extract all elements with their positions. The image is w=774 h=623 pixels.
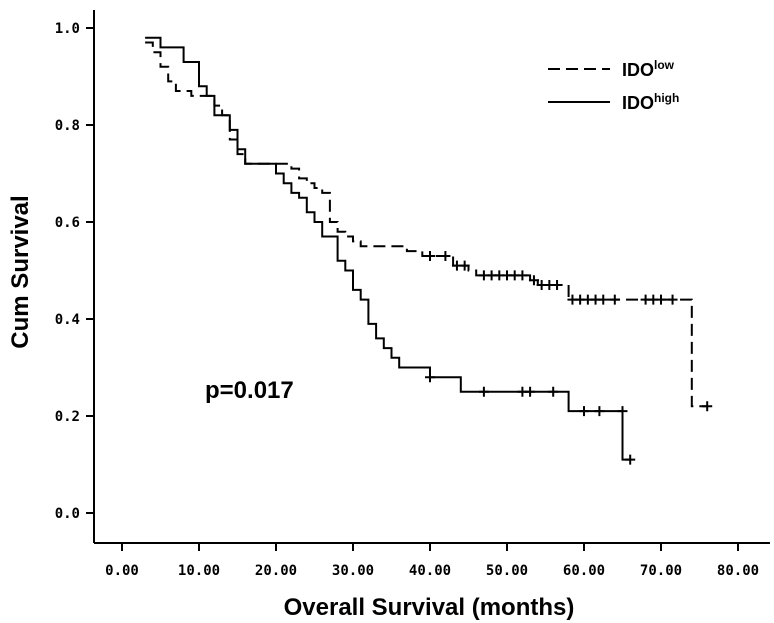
- y-tick-label: 0.2: [55, 409, 80, 425]
- x-tick-label: 50.00: [486, 563, 528, 579]
- legend-label-idolow: IDOlow: [622, 58, 675, 80]
- censor-mark-idohigh: [617, 406, 628, 417]
- censor-mark-idohigh: [525, 386, 536, 397]
- censor-mark-idohigh: [425, 372, 435, 383]
- y-tick-label: 0.6: [55, 215, 80, 231]
- x-tick-label: 70.00: [640, 563, 682, 579]
- x-axis-title: Overall Survival (months): [284, 594, 575, 621]
- x-tick-label: 20.00: [255, 563, 297, 579]
- legend-label-idohigh-sup: high: [654, 91, 679, 105]
- y-tick-label: 1.0: [55, 21, 80, 37]
- chart-axes: [93, 10, 770, 544]
- censor-mark-idolow: [702, 401, 713, 412]
- survival-curve-idohigh: [145, 36, 631, 461]
- censor-mark-idohigh: [579, 406, 589, 417]
- censor-mark-idolow: [459, 260, 470, 271]
- x-tick-label: 10.00: [178, 563, 220, 579]
- legend-label-idolow-sup: low: [654, 58, 675, 72]
- censor-mark-idolow: [656, 294, 666, 305]
- censor-mark-idolow: [598, 294, 609, 305]
- y-axis-title: Cum Survival: [7, 195, 34, 348]
- y-axis-ticks: 0.0 0.2 0.4 0.6 0.8 1.0: [55, 21, 94, 522]
- series-idohigh: [145, 36, 636, 465]
- censor-mark-idolow: [609, 294, 620, 305]
- censor-mark-idolow: [528, 275, 539, 286]
- censor-mark-idohigh: [548, 386, 559, 397]
- legend: IDOlow IDOhigh: [548, 58, 679, 113]
- censor-mark-idohigh: [625, 454, 636, 465]
- p-value-annotation: p=0.017: [205, 377, 294, 404]
- legend-label-idohigh: IDOhigh: [622, 91, 679, 113]
- x-tick-label: 40.00: [409, 563, 451, 579]
- censor-mark-idolow: [667, 294, 678, 305]
- y-tick-label: 0.0: [55, 506, 80, 522]
- x-tick-label: 30.00: [332, 563, 374, 579]
- censor-mark-idohigh: [594, 406, 605, 417]
- x-tick-label: 0.00: [105, 563, 139, 579]
- legend-label-idohigh-base: IDO: [622, 93, 654, 113]
- series-layer: [145, 36, 713, 465]
- series-idolow: [145, 41, 713, 412]
- legend-label-idolow-base: IDO: [622, 60, 654, 80]
- censor-mark-idolow: [517, 270, 528, 281]
- survival-curve-idolow: [145, 41, 708, 408]
- censor-mark-idolow: [440, 250, 451, 261]
- censor-mark-idolow: [425, 250, 435, 261]
- x-tick-label: 60.00: [563, 563, 605, 579]
- y-tick-label: 0.8: [55, 118, 80, 134]
- x-tick-label: 80.00: [717, 563, 759, 579]
- y-tick-label: 0.4: [55, 312, 80, 328]
- x-axis-ticks: 0.00 10.00 20.00 30.00 40.00 50.00 60.00 70.00 8…: [105, 543, 759, 579]
- censor-mark-idohigh: [478, 386, 489, 397]
- censor-mark-idolow: [552, 280, 563, 291]
